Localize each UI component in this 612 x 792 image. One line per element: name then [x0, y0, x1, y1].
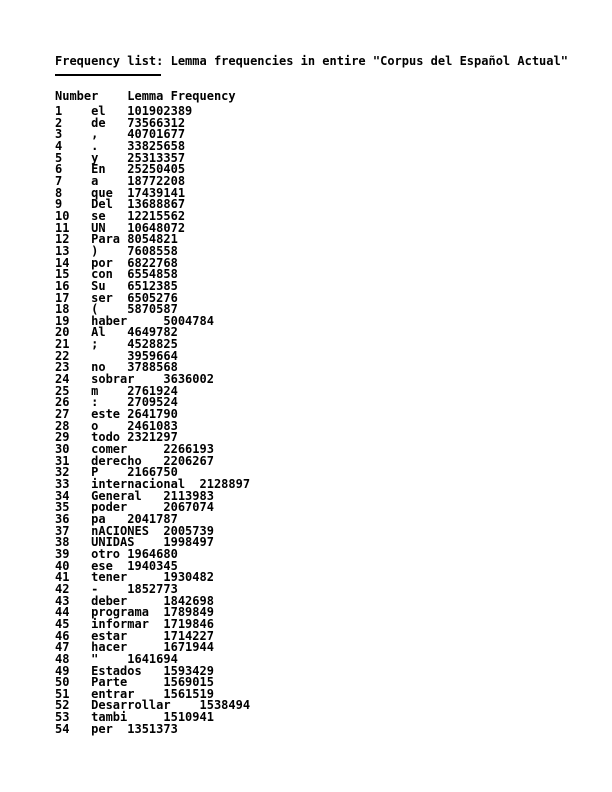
table-row: 23 no 3788568	[55, 360, 178, 375]
table-row: 51 entrar 1561519	[55, 686, 214, 701]
table-row: 50 Parte 1569015	[55, 675, 214, 690]
table-row: 17 ser 6505276	[55, 290, 178, 305]
table-row: 9 Del 13688867	[55, 197, 186, 212]
table-row: 37 nACIONES 2005739	[55, 523, 214, 538]
table-row: 46 estar 1714227	[55, 628, 214, 643]
table-row: 45 informar 1719846	[55, 616, 214, 631]
table-row: 16 Su 6512385	[55, 278, 178, 293]
table-row: 22 3959664	[55, 348, 178, 363]
page-title: Frequency list: Lemma frequencies in ent…	[55, 54, 568, 68]
table-row: 32 P 2166750	[55, 465, 178, 480]
table-row: 42 - 1852773	[55, 581, 178, 596]
table-row: 41 tener 1930482	[55, 570, 214, 585]
table-row: 33 internacional 2128897	[55, 477, 251, 491]
table-row: 2 de 73566312	[55, 115, 186, 130]
table-row: 39 otro 1964680	[55, 546, 178, 561]
table-row: 44 programa 1789849	[55, 605, 214, 620]
table-row: 40 ese 1940345	[55, 558, 178, 573]
table-row: 24 sobrar 3636002	[55, 372, 214, 387]
table-row: 48 " 1641694	[55, 651, 178, 666]
table-row: 29 todo 2321297	[55, 430, 178, 445]
table-row: 38 UNIDAS 1998497	[55, 535, 214, 550]
table-row: 1 el 101902389	[55, 104, 193, 118]
table-row: 20 Al 4649782	[55, 325, 178, 340]
table-row: 15 con 6554858	[55, 267, 178, 282]
table-row: 11 UN 10648072	[55, 220, 186, 235]
table-row: 21 ; 4528825	[55, 337, 178, 352]
table-row: 6 En 25250405	[55, 162, 186, 177]
table-row: 7 a 18772208	[55, 173, 186, 188]
table-row: 49 Estados 1593429	[55, 663, 214, 678]
table-row: 27 este 2641790	[55, 407, 178, 422]
table-row: 19 haber 5004784	[55, 313, 214, 328]
table-row: 31 derecho 2206267	[55, 453, 214, 468]
table-row: 8 que 17439141	[55, 185, 186, 200]
table-row: 53 tambi 1510941	[55, 710, 214, 725]
table-row: 30 comer 2266193	[55, 442, 214, 457]
table-row: 52 Desarrollar 1538494	[55, 698, 251, 713]
table-row: 43 deber 1842698	[55, 593, 214, 608]
table-row: 14 por 6822768	[55, 255, 178, 270]
table-row: 5 y 25313357	[55, 150, 186, 165]
table-row: 13 ) 7608558	[55, 243, 178, 258]
table-row: 26 : 2709524	[55, 395, 178, 410]
table-row: 34 General 2113983	[55, 488, 214, 503]
table-row: 10 se 12215562	[55, 208, 186, 223]
table-row: 4 . 33825658	[55, 138, 186, 153]
table-row: 25 m 2761924	[55, 383, 178, 398]
table-column-header: Number Lemma Frequency	[55, 89, 236, 103]
table-row: 28 o 2461083	[55, 418, 178, 433]
table-row: 36 pa 2041787	[55, 511, 178, 526]
title-underline-rule	[55, 74, 161, 76]
table-row: 12 Para 8054821	[55, 232, 178, 247]
table-row: 35 poder 2067074	[55, 500, 214, 515]
table-row: 54 per 1351373	[55, 721, 178, 736]
table-row: 18 ( 5870587	[55, 302, 178, 317]
table-row: 3 , 40701677	[55, 127, 186, 142]
frequency-rows: 1 el 101902389 2 de 73566312 3 , 40701677 4…	[55, 104, 251, 736]
table-row: 47 hacer 1671944	[55, 640, 214, 655]
